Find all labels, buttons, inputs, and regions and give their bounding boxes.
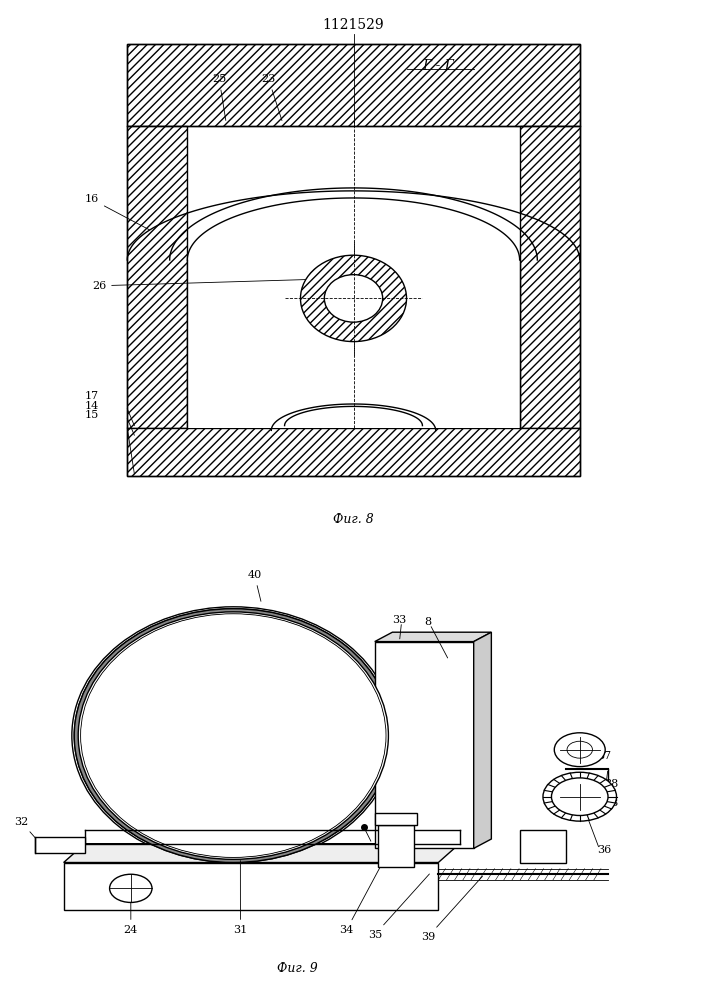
Text: 16: 16 [85, 194, 150, 230]
Text: 33: 33 [392, 615, 407, 625]
Text: 24: 24 [124, 893, 138, 935]
Text: 31: 31 [233, 861, 247, 935]
Circle shape [543, 772, 617, 821]
Text: 35: 35 [368, 874, 429, 940]
Ellipse shape [78, 612, 388, 859]
Bar [64, 862, 438, 910]
Bar [127, 428, 580, 476]
Text: 32: 32 [14, 817, 40, 844]
Ellipse shape [81, 614, 385, 857]
Circle shape [551, 778, 608, 816]
Text: Фиг. 8: Фиг. 8 [333, 513, 374, 526]
Polygon shape [187, 198, 520, 428]
Ellipse shape [325, 275, 382, 322]
Bar [378, 825, 414, 867]
Text: Фиг. 9: Фиг. 9 [276, 962, 317, 975]
Text: Г - Г: Г - Г [422, 59, 455, 73]
Polygon shape [35, 837, 85, 853]
Text: 38: 38 [604, 779, 619, 789]
Circle shape [567, 741, 592, 758]
Polygon shape [64, 844, 460, 862]
Ellipse shape [79, 613, 387, 859]
Bar [375, 813, 417, 825]
Text: 40: 40 [247, 570, 262, 601]
Circle shape [110, 874, 152, 902]
Text: 25: 25 [212, 74, 226, 120]
Ellipse shape [72, 607, 395, 864]
Polygon shape [375, 632, 491, 642]
Text: 39: 39 [421, 876, 482, 942]
Bar [127, 126, 187, 428]
Text: 14: 14 [85, 401, 99, 411]
Text: 23: 23 [262, 74, 282, 121]
Circle shape [554, 733, 605, 767]
Text: 36: 36 [597, 845, 612, 855]
Text: 17: 17 [85, 391, 99, 401]
Bar [520, 126, 580, 428]
Ellipse shape [300, 255, 407, 342]
Bar [375, 642, 474, 848]
Text: 8: 8 [424, 617, 431, 627]
Text: 15: 15 [85, 410, 99, 420]
Text: 37: 37 [597, 751, 612, 761]
Polygon shape [520, 830, 566, 862]
Bar [127, 44, 580, 476]
Text: 26: 26 [92, 279, 315, 291]
Bar [127, 44, 580, 126]
Text: 1121529: 1121529 [322, 18, 385, 32]
Text: 38: 38 [604, 798, 619, 808]
Text: 34: 34 [339, 853, 387, 935]
Polygon shape [474, 632, 491, 848]
Ellipse shape [74, 609, 392, 862]
Ellipse shape [81, 614, 386, 857]
Ellipse shape [74, 609, 392, 862]
